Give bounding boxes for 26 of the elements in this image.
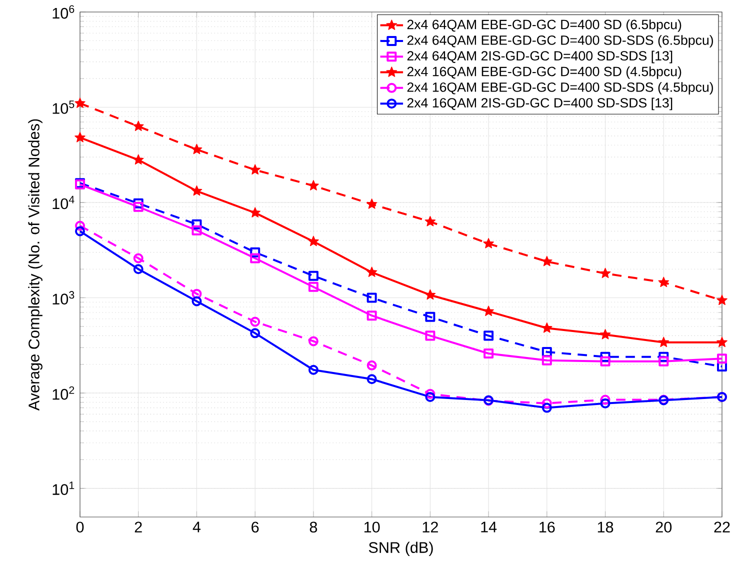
x-tick-label: 6: [252, 522, 259, 533]
y-axis-title: Average Complexity (No. of Visited Nodes): [28, 119, 42, 411]
x-tick-label: 20: [656, 522, 672, 533]
legend-label: 2x4 64QAM EBE-GD-GC D=400 SD-SDS (6.5bpcu): [407, 35, 713, 48]
legend-label: 2x4 16QAM EBE-GD-GC D=400 SD-SDS (4.5bpcu): [407, 82, 713, 95]
x-tick-label: 4: [192, 522, 201, 532]
x-tick-label: 2: [134, 522, 142, 532]
legend-label: 2x4 64QAM 2IS-GD-GC D=400 SD-SDS [13]: [407, 50, 672, 64]
x-tick-label: 14: [481, 522, 497, 532]
y-tick-label: 10$^{1}$: [52, 482, 74, 495]
y-tick-label: 10$^{3}$: [52, 291, 74, 304]
x-axis-title: SNR (dB): [368, 542, 433, 556]
x-tick-label: 22: [714, 522, 730, 532]
x-tick-label: 0: [76, 522, 84, 533]
legend-label: 2x4 16QAM 2IS-GD-GC D=400 SD-SDS [13]: [407, 98, 672, 110]
legend-label: 2x4 64QAM EBE-GD-GC D=400 SD (6.5bpcu): [407, 19, 682, 32]
x-tick-label: 8: [310, 522, 318, 533]
x-tick-label: 12: [422, 522, 438, 532]
x-tick-label: 16: [540, 522, 555, 533]
y-tick-label: 10$^{4}$: [52, 196, 74, 210]
x-tick-label: 18: [598, 522, 614, 533]
y-tick-label: 10$^{5}$: [52, 100, 74, 114]
y-tick-label: 10$^{2}$: [52, 386, 74, 400]
y-tick-label: 10$^{6}$: [52, 5, 74, 19]
x-tick-label: 10: [364, 522, 380, 533]
legend-label: 2x4 16QAM EBE-GD-GC D=400 SD (4.5bpcu): [407, 66, 682, 79]
